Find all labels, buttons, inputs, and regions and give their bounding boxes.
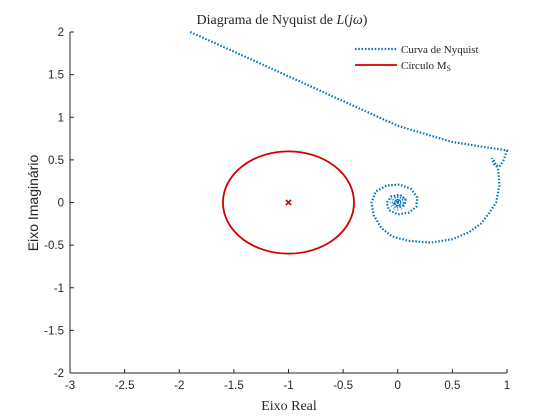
x-tick-label: -1.5 [224, 380, 244, 392]
y-tick-label: -0.5 [44, 240, 64, 252]
legend-label-mcircle-main: Círculo M [401, 60, 447, 72]
plot-area [189, 30, 509, 255]
y-tick-label: 1 [58, 112, 64, 124]
chart-title: Diagrama de Nyquist de L(jω) [197, 13, 368, 28]
legend: Curva de Nyquist Círculo MS [355, 44, 479, 73]
y-tick-label: 0.5 [48, 155, 64, 167]
y-tick-label: 0 [58, 198, 64, 210]
marker-stroke [285, 199, 292, 206]
y-tick-label: -1 [54, 283, 64, 295]
legend-label-mcircle: Círculo MS [401, 60, 451, 73]
x-tick-label: -0.5 [333, 380, 353, 392]
x-axis-label: Eixo Real [261, 399, 317, 414]
critical-point-marker [285, 199, 292, 206]
x-tick-label: 1 [504, 380, 510, 392]
x-tick-label: -2 [174, 380, 184, 392]
y-axis-label: Eixo Imaginário [25, 155, 41, 252]
y-tick-label: -2 [54, 368, 64, 380]
legend-label-mcircle-sub: S [447, 64, 451, 73]
m-circle [222, 150, 355, 255]
y-tick-label: 1.5 [48, 70, 64, 82]
chart-title-paren-close: ) [363, 13, 368, 28]
x-ticks: -3 -2.5 -2 -1.5 -1 -0.5 0 0.5 1 [65, 369, 510, 392]
x-tick-label: 0.5 [444, 380, 460, 392]
x-tick-label: -3 [65, 380, 75, 392]
x-tick-label: -2.5 [115, 380, 135, 392]
chart-title-func: L [336, 13, 345, 28]
y-tick-label: 2 [58, 27, 64, 39]
y-tick-label: -1.5 [44, 325, 64, 337]
nyquist-curve [189, 30, 509, 244]
x-tick-label: 0 [395, 380, 401, 392]
y-ticks: -2 -1.5 -1 -0.5 0 0.5 1 1.5 2 [44, 27, 74, 380]
chart-title-arg: jω [347, 13, 363, 28]
chart-title-paren-open: ( [344, 13, 349, 28]
chart-title-main: Diagrama de Nyquist de [197, 13, 337, 28]
legend-label-nyquist: Curva de Nyquist [401, 44, 479, 56]
x-tick-label: -1 [283, 380, 293, 392]
